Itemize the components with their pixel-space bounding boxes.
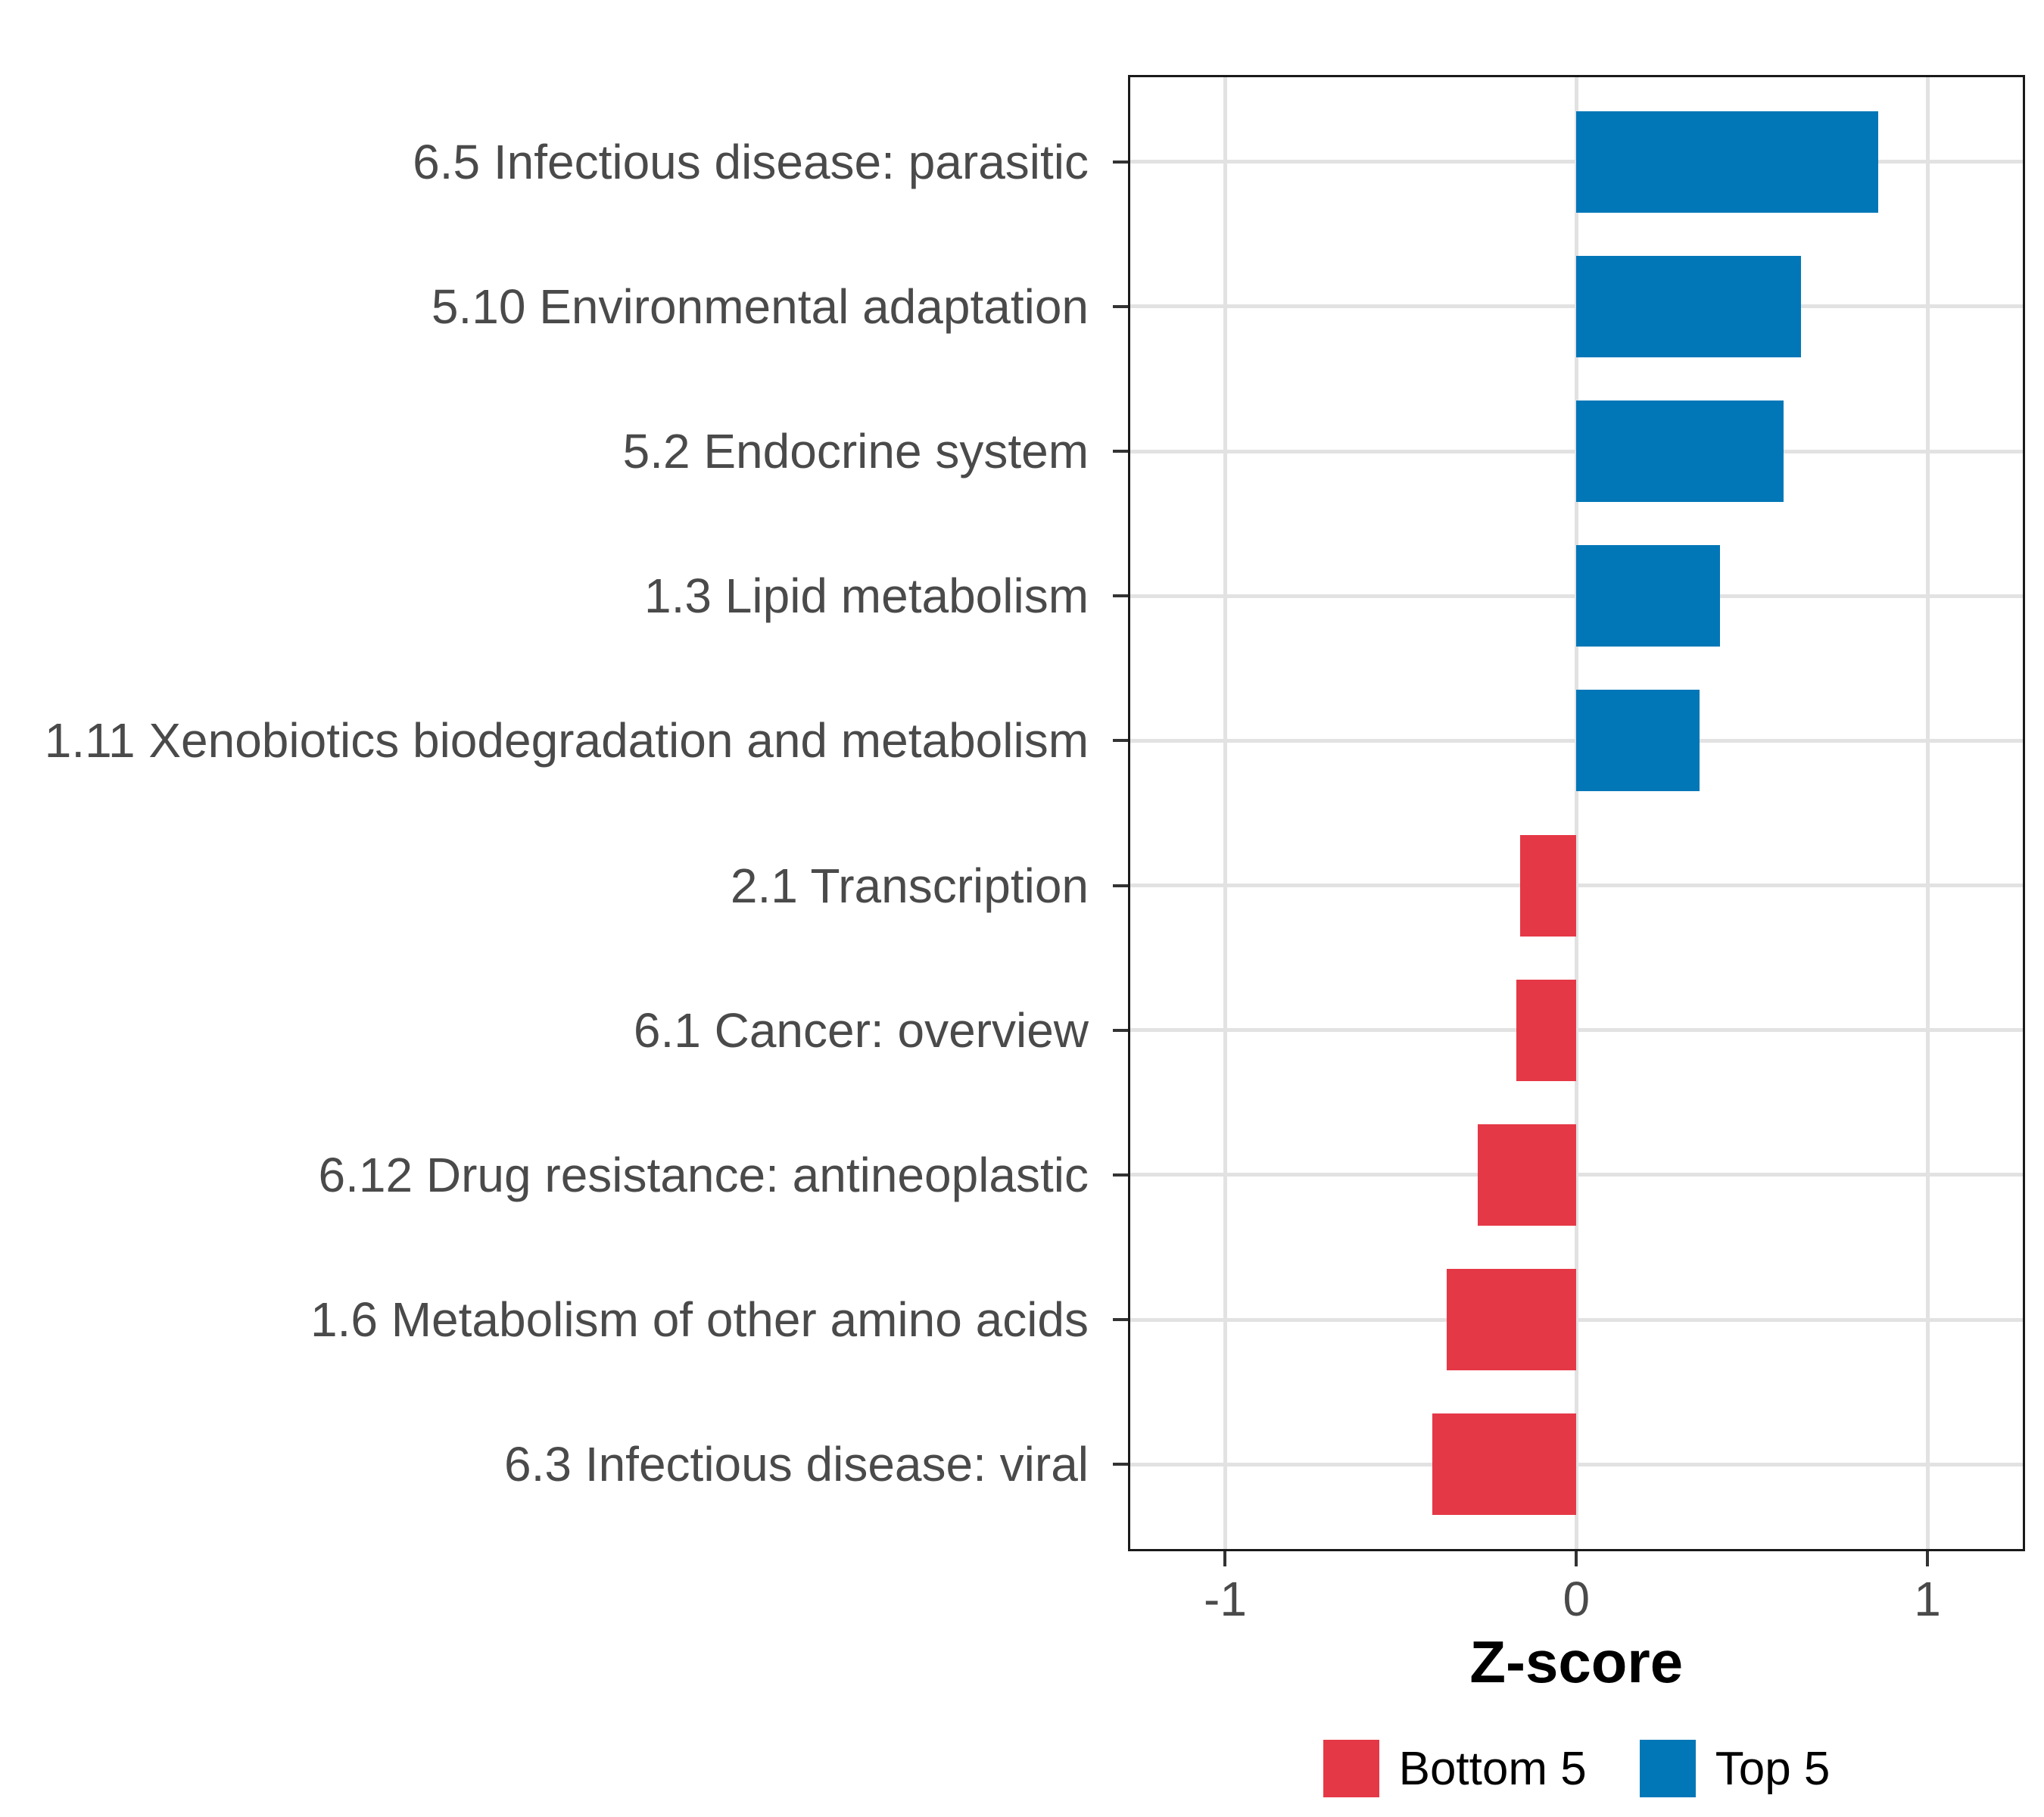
legend: Bottom 5 Top 5 [1128, 1740, 2025, 1797]
x-tick-mark [1223, 1551, 1227, 1566]
x-tick-label: 1 [1914, 1572, 1941, 1626]
x-tick-mark [1575, 1551, 1578, 1566]
y-gridline [1128, 884, 2025, 888]
bar [1576, 690, 1700, 792]
category-label: 6.12 Drug resistance: antineoplastic [318, 1147, 1089, 1202]
y-gridline [1128, 1462, 2025, 1466]
panel-border [1128, 75, 2025, 1551]
y-tick-mark [1113, 304, 1128, 308]
legend-label-bottom5: Bottom 5 [1398, 1742, 1587, 1795]
category-label: 1.6 Metabolism of other amino acids [310, 1292, 1089, 1348]
y-tick-mark [1113, 1318, 1128, 1322]
category-label: 5.10 Environmental adaptation [431, 279, 1089, 334]
y-tick-mark [1113, 739, 1128, 743]
bar [1576, 400, 1784, 503]
y-tick-mark [1113, 450, 1128, 453]
y-tick-mark [1113, 160, 1128, 164]
category-label: 6.3 Infectious disease: viral [504, 1437, 1089, 1492]
category-label: 1.3 Lipid metabolism [644, 569, 1089, 624]
y-gridline [1128, 1028, 2025, 1033]
x-gridline [1925, 75, 1930, 1551]
legend-swatch-top5 [1639, 1740, 1696, 1797]
bar [1432, 1413, 1577, 1516]
x-gridline [1574, 75, 1578, 1551]
legend-item-bottom5: Bottom 5 [1323, 1740, 1587, 1797]
y-tick-mark [1113, 1173, 1128, 1177]
bar [1478, 1124, 1577, 1226]
bar [1520, 834, 1577, 937]
x-tick-mark [1926, 1551, 1930, 1566]
x-tick-label: 0 [1563, 1572, 1591, 1626]
bar [1446, 1269, 1577, 1371]
y-gridline [1128, 1173, 2025, 1177]
bar [1576, 545, 1721, 647]
bar [1576, 255, 1802, 357]
category-label: 5.2 Endocrine system [622, 424, 1089, 479]
y-gridline [1128, 1317, 2025, 1322]
legend-swatch-bottom5 [1323, 1740, 1379, 1797]
category-label: 2.1 Transcription [730, 858, 1089, 913]
category-label: 6.5 Infectious disease: parasitic [413, 134, 1089, 189]
x-tick-label: -1 [1204, 1572, 1247, 1626]
x-axis-title: Z-score [1469, 1628, 1684, 1695]
y-tick-mark [1113, 884, 1128, 887]
category-label: 6.1 Cancer: overview [633, 1002, 1089, 1058]
legend-item-top5: Top 5 [1639, 1740, 1831, 1797]
y-tick-mark [1113, 1463, 1128, 1466]
y-tick-mark [1113, 594, 1128, 598]
category-label: 1.11 Xenobiotics biodegradation and meta… [44, 713, 1089, 768]
bar [1516, 979, 1577, 1081]
x-gridline [1223, 75, 1227, 1551]
legend-label-top5: Top 5 [1715, 1742, 1831, 1795]
y-tick-mark [1113, 1028, 1128, 1032]
bar [1576, 111, 1879, 213]
